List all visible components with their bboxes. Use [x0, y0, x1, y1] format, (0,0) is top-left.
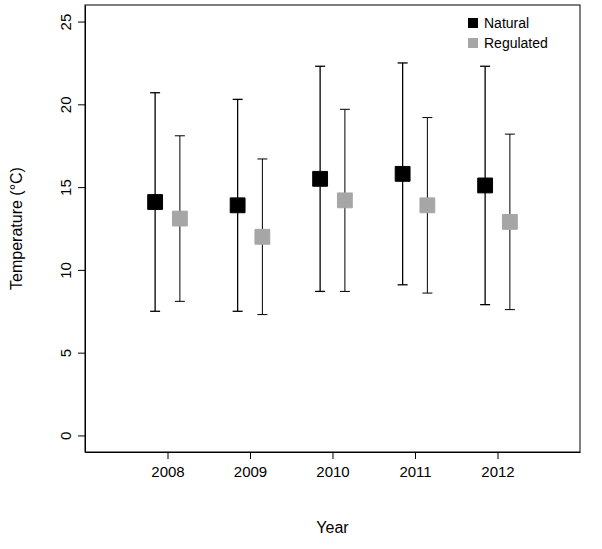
error-bar-cap: [315, 291, 325, 292]
marker: [230, 198, 245, 213]
marker: [148, 195, 163, 210]
marker: [313, 171, 328, 186]
legend-swatch: [468, 38, 478, 48]
error-bar-cap: [505, 134, 515, 135]
x-axis: 2008 2009 2010 2011 2012: [86, 452, 581, 480]
y-tick-mark: [78, 270, 85, 271]
y-axis-title: Temperature (°C): [8, 167, 25, 290]
legend-swatch: [468, 18, 478, 28]
x-tick-mark: [333, 452, 334, 459]
marker: [420, 198, 435, 213]
legend: Natural Regulated: [468, 15, 548, 51]
y-tick: 15: [57, 179, 85, 196]
y-tick: 20: [57, 96, 85, 113]
legend-label: Natural: [484, 15, 529, 31]
x-tick-mark: [415, 452, 416, 459]
chart: 2008 2009 2010 2011 2012 0 5 10 15 20 25 Year Temper…: [0, 0, 602, 549]
error-bar-cap: [480, 66, 490, 67]
x-tick-mark: [250, 452, 251, 459]
marker: [337, 193, 352, 208]
error-bar-cap: [398, 284, 408, 285]
error-bar-cap: [233, 99, 243, 100]
y-tick: 25: [57, 14, 85, 31]
x-tick-label: 2009: [234, 463, 267, 480]
error-bar-cap: [422, 117, 432, 118]
x-tick-label: 2008: [151, 463, 184, 480]
plot-frame: [85, 5, 580, 452]
legend-item: Natural: [468, 15, 529, 31]
y-tick-mark: [78, 22, 85, 23]
x-tick-label: 2010: [316, 463, 349, 480]
error-bar-cap: [505, 309, 515, 310]
y-tick: 10: [57, 262, 85, 279]
error-bar-cap: [257, 314, 267, 315]
y-tick: 0: [57, 432, 85, 440]
y-tick-mark: [78, 353, 85, 354]
error-bar-cap: [340, 109, 350, 110]
x-tick: 2008: [151, 452, 184, 480]
x-tick: 2012: [481, 452, 514, 480]
marker: [395, 166, 410, 181]
y-tick-mark: [78, 187, 85, 188]
series: [172, 109, 517, 314]
y-axis-line: [85, 6, 86, 453]
x-tick: 2011: [399, 452, 431, 480]
x-tick-label: 2012: [481, 463, 514, 480]
error-bar-cap: [175, 301, 185, 302]
x-tick: 2010: [316, 452, 349, 480]
error-bar-cap: [233, 311, 243, 312]
y-tick-mark: [78, 104, 85, 105]
series: [148, 63, 493, 311]
marker: [255, 229, 270, 244]
data-layer: [148, 63, 518, 315]
y-tick-label: 5: [57, 349, 74, 357]
error-bar-cap: [340, 291, 350, 292]
error-bar-cap: [175, 135, 185, 136]
y-tick-label: 25: [57, 14, 74, 31]
error-bar-cap: [315, 66, 325, 67]
marker: [502, 214, 517, 229]
y-tick-label: 20: [57, 96, 74, 113]
marker: [172, 211, 187, 226]
y-tick-label: 15: [57, 179, 74, 196]
y-tick-label: 0: [57, 432, 74, 440]
error-bar-cap: [150, 311, 160, 312]
error-bar-cap: [150, 92, 160, 93]
plot: 2008 2009 2010 2011 2012 0 5 10 15 20 25: [57, 5, 581, 480]
error-bar-cap: [480, 304, 490, 305]
x-axis-title: Year: [316, 519, 349, 536]
x-tick-mark: [168, 452, 169, 459]
legend-label: Regulated: [484, 35, 548, 51]
marker: [478, 178, 493, 193]
x-tick-label: 2011: [399, 463, 431, 480]
y-axis: 0 5 10 15 20 25: [57, 6, 86, 453]
legend-item: Regulated: [468, 35, 548, 51]
y-tick: 5: [57, 349, 85, 357]
error-bar-cap: [398, 62, 408, 63]
x-tick: 2009: [234, 452, 267, 480]
error-bar-cap: [257, 158, 267, 159]
x-tick-mark: [498, 452, 499, 459]
y-tick-mark: [78, 435, 85, 436]
error-bar-cap: [422, 293, 432, 294]
y-tick-label: 10: [57, 262, 74, 279]
